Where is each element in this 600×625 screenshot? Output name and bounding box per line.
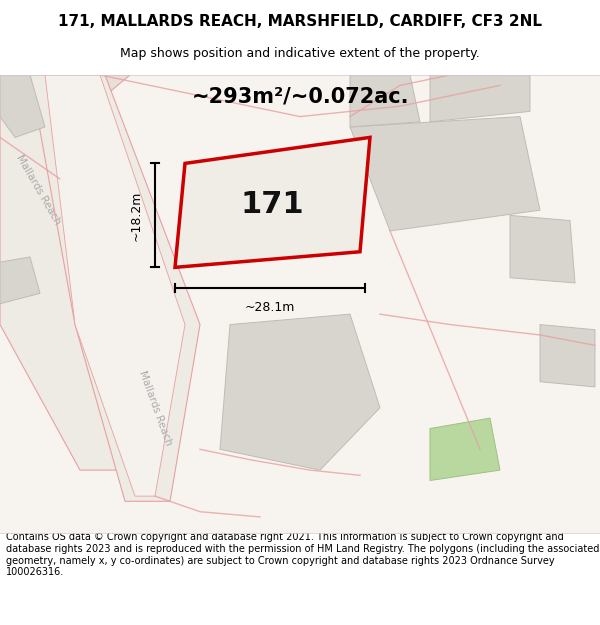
Polygon shape bbox=[540, 324, 595, 387]
Polygon shape bbox=[45, 75, 185, 496]
Text: Contains OS data © Crown copyright and database right 2021. This information is : Contains OS data © Crown copyright and d… bbox=[6, 532, 599, 578]
Text: ~18.2m: ~18.2m bbox=[130, 190, 143, 241]
Polygon shape bbox=[350, 117, 540, 231]
Text: 171: 171 bbox=[241, 191, 304, 219]
Text: ~293m²/~0.072ac.: ~293m²/~0.072ac. bbox=[191, 86, 409, 106]
Polygon shape bbox=[0, 257, 40, 304]
Polygon shape bbox=[175, 138, 370, 268]
Polygon shape bbox=[30, 75, 200, 501]
Polygon shape bbox=[0, 75, 45, 138]
Polygon shape bbox=[350, 75, 420, 127]
Text: Mallards Reach: Mallards Reach bbox=[14, 152, 62, 226]
Text: 171, MALLARDS REACH, MARSHFIELD, CARDIFF, CF3 2NL: 171, MALLARDS REACH, MARSHFIELD, CARDIFF… bbox=[58, 14, 542, 29]
Text: Map shows position and indicative extent of the property.: Map shows position and indicative extent… bbox=[120, 48, 480, 61]
Polygon shape bbox=[510, 216, 575, 283]
Polygon shape bbox=[430, 418, 500, 481]
Polygon shape bbox=[0, 75, 130, 138]
Text: ~28.1m: ~28.1m bbox=[245, 301, 295, 314]
Polygon shape bbox=[0, 75, 130, 470]
Text: Mallards Reach: Mallards Reach bbox=[137, 369, 173, 446]
Polygon shape bbox=[430, 75, 530, 122]
Polygon shape bbox=[220, 314, 380, 470]
